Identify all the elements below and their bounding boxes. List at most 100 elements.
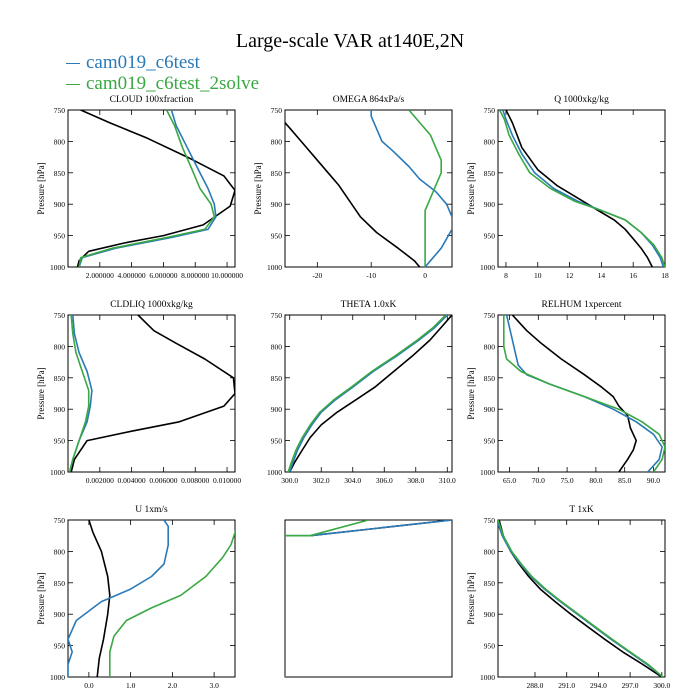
series-line-black — [505, 110, 654, 267]
x-tick-label: 85.0 — [618, 476, 631, 485]
series-line-black — [498, 520, 663, 677]
x-tick-label: 80.0 — [589, 476, 602, 485]
x-tick-label: 8.000000 — [181, 271, 209, 280]
x-tick-label: 12 — [566, 271, 574, 280]
panel-title: U 1xm/s — [135, 505, 168, 515]
x-tick-label: 70.0 — [532, 476, 545, 485]
series-line-blue — [288, 315, 448, 472]
x-tick-label: 302.0 — [313, 476, 330, 485]
x-tick-label: 75.0 — [561, 476, 574, 485]
series-line-green — [285, 520, 369, 677]
x-tick-label: 2.000000 — [86, 271, 114, 280]
x-tick-label: 0.006000 — [149, 476, 177, 485]
series-line-blue — [505, 315, 663, 472]
y-tick-label: 950 — [54, 642, 66, 651]
panel-frame — [284, 109, 453, 268]
y-tick-label: 1000 — [50, 468, 65, 477]
y-tick-label: 1000 — [50, 263, 65, 272]
panel-title: THETA 1.0xK — [341, 300, 397, 310]
panel-4: CLDLIQ 1000xkg/kg Pressure [hPa] 750 800 850… — [36, 300, 241, 485]
y-tick-label: 800 — [54, 137, 66, 146]
y-tick-label: 800 — [54, 547, 66, 556]
series-line-black — [285, 122, 421, 267]
legend-item-2: cam019_c6test_2solve — [66, 73, 259, 94]
legend-label-2: cam019_c6test_2solve — [86, 73, 260, 94]
panel-title: CLOUD 100xfraction — [110, 94, 194, 105]
y-tick-label: 800 — [271, 137, 283, 146]
x-tick-label: -10 — [366, 271, 376, 280]
y-axis-label: Pressure [hPa] — [466, 572, 476, 624]
y-tick-label: 750 — [484, 311, 496, 320]
x-tick-label: 3.0 — [209, 681, 219, 690]
y-tick-label: 750 — [271, 106, 283, 115]
panel-2: OMEGA 864xPa/s Pressure [hPa] 750 800 850 900… — [253, 95, 453, 280]
y-tick-label: 850 — [54, 579, 66, 588]
panel-title: T 1xK — [569, 505, 594, 515]
series-line-green — [68, 315, 90, 472]
y-axis-label: Pressure [hPa] — [466, 162, 476, 214]
y-axis-label: Pressure [hPa] — [36, 367, 46, 419]
series-line-black — [288, 315, 452, 472]
x-tick-label: 291.0 — [558, 681, 575, 690]
y-axis-label: Pressure [hPa] — [466, 367, 476, 419]
y-tick-label: 900 — [54, 200, 66, 209]
y-tick-label: 1000 — [480, 673, 495, 682]
series-line-green — [498, 520, 664, 677]
y-axis-label: Pressure [hPa] — [36, 572, 46, 624]
series-line-black — [511, 315, 638, 472]
x-tick-label: 1.0 — [126, 681, 136, 690]
panel-frame — [284, 314, 453, 473]
legend-swatch-2 — [66, 83, 80, 86]
x-tick-label: 300.0 — [653, 681, 670, 690]
y-tick-label: 750 — [54, 516, 66, 525]
x-tick-label: 288.0 — [527, 681, 544, 690]
x-tick-label: -20 — [312, 271, 322, 280]
y-tick-label: 800 — [54, 342, 66, 351]
y-tick-label: 750 — [271, 311, 283, 320]
x-tick-label: 2.0 — [168, 681, 178, 690]
y-tick-label: 850 — [54, 169, 66, 178]
y-tick-label: 800 — [271, 342, 283, 351]
series-line-green — [502, 315, 665, 472]
x-tick-label: 0.008000 — [181, 476, 209, 485]
series-line-blue — [502, 110, 665, 267]
panel-8 — [284, 519, 453, 678]
y-tick-label: 950 — [271, 232, 283, 241]
y-tick-label: 800 — [484, 547, 496, 556]
x-tick-label: 18 — [661, 271, 669, 280]
series-line-green — [287, 315, 447, 472]
y-tick-label: 1000 — [50, 673, 65, 682]
y-tick-label: 750 — [484, 106, 496, 115]
legend-label-1: cam019_c6test — [86, 52, 200, 73]
panel-frame — [497, 109, 666, 268]
x-tick-label: 297.0 — [622, 681, 639, 690]
x-tick-label: 4.000000 — [118, 271, 146, 280]
x-tick-label: 10.000000 — [211, 271, 243, 280]
panel-frame — [284, 519, 453, 678]
y-tick-label: 800 — [484, 137, 496, 146]
y-tick-label: 900 — [54, 405, 66, 414]
y-axis-label: Pressure [hPa] — [253, 162, 263, 214]
y-tick-label: 900 — [484, 200, 496, 209]
x-tick-label: 0 — [423, 271, 427, 280]
y-tick-label: 900 — [484, 610, 496, 619]
y-tick-label: 950 — [54, 437, 66, 446]
x-tick-label: 304.0 — [344, 476, 361, 485]
y-tick-label: 900 — [54, 610, 66, 619]
y-tick-label: 850 — [271, 374, 283, 383]
series-line-green — [78, 110, 216, 267]
legend: cam019_c6test cam019_c6test_2solve — [66, 52, 259, 94]
series-line-black — [76, 110, 235, 267]
y-tick-label: 900 — [271, 200, 283, 209]
figure-title: Large-scale VAR at140E,2N — [235, 30, 465, 52]
series-line-green — [109, 530, 235, 677]
y-axis-label: Pressure [hPa] — [36, 162, 46, 214]
y-tick-label: 1000 — [480, 263, 495, 272]
series-line-blue — [68, 520, 169, 677]
panel-title: OMEGA 864xPa/s — [333, 95, 405, 105]
x-tick-label: 294.0 — [590, 681, 607, 690]
panel-7: U 1xm/s Pressure [hPa] 750 800 850 900 950 1000… — [36, 505, 236, 690]
x-tick-label: 10 — [534, 271, 542, 280]
y-tick-label: 850 — [484, 579, 496, 588]
